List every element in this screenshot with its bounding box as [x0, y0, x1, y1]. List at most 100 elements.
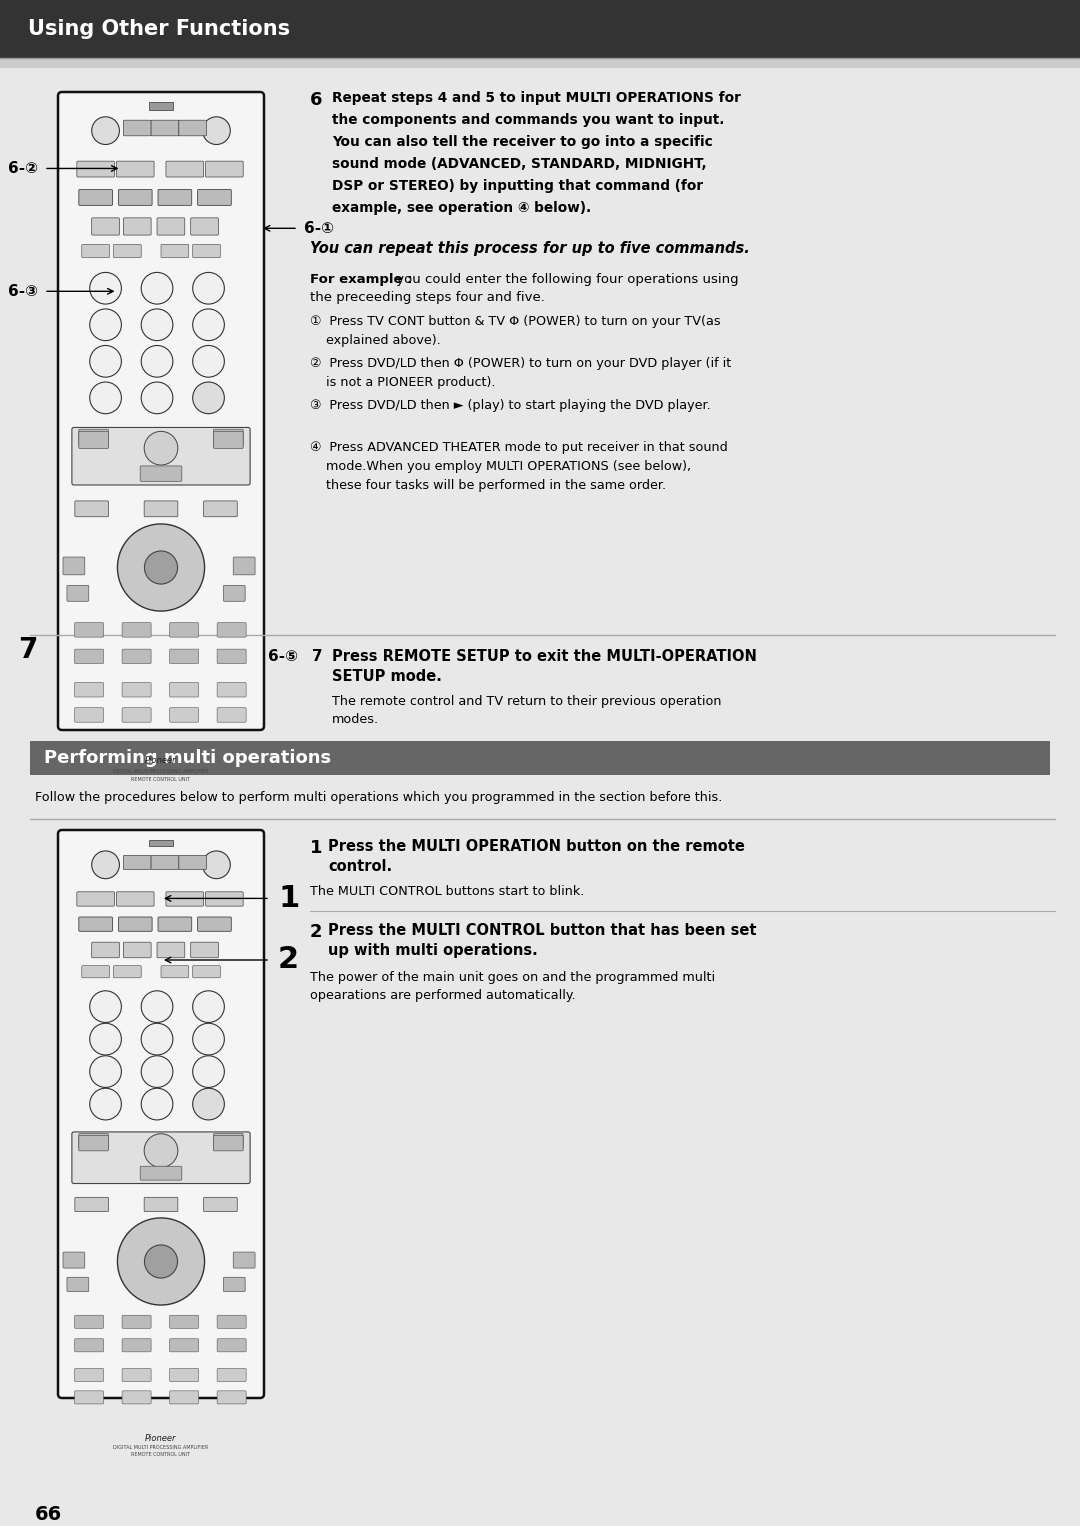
Circle shape: [192, 1088, 225, 1120]
Text: For example :: For example :: [310, 273, 413, 285]
Text: 6-⑤: 6-⑤: [268, 649, 298, 664]
Text: the preceeding steps four and five.: the preceeding steps four and five.: [310, 291, 545, 304]
FancyBboxPatch shape: [123, 856, 151, 870]
Circle shape: [192, 382, 225, 414]
FancyBboxPatch shape: [122, 1338, 151, 1352]
Text: Performing multi operations: Performing multi operations: [44, 749, 332, 768]
FancyBboxPatch shape: [179, 121, 206, 136]
FancyBboxPatch shape: [82, 966, 109, 978]
FancyBboxPatch shape: [75, 1315, 104, 1328]
Circle shape: [145, 1245, 177, 1279]
Circle shape: [145, 551, 177, 584]
Circle shape: [92, 118, 120, 145]
FancyBboxPatch shape: [75, 1338, 104, 1352]
Text: 7: 7: [312, 649, 323, 664]
Circle shape: [118, 1218, 204, 1305]
FancyBboxPatch shape: [203, 1198, 238, 1212]
FancyBboxPatch shape: [113, 244, 141, 258]
Text: 66: 66: [35, 1505, 63, 1524]
Circle shape: [90, 382, 121, 414]
Text: Press the MULTI CONTROL button that has been set: Press the MULTI CONTROL button that has …: [328, 923, 756, 938]
Circle shape: [141, 990, 173, 1022]
FancyBboxPatch shape: [217, 1338, 246, 1352]
FancyBboxPatch shape: [113, 966, 141, 978]
Text: example, see operation ④ below).: example, see operation ④ below).: [332, 201, 591, 215]
Text: Repeat steps 4 and 5 to input MULTI OPERATIONS for: Repeat steps 4 and 5 to input MULTI OPER…: [332, 92, 741, 105]
FancyBboxPatch shape: [79, 917, 112, 931]
Circle shape: [92, 852, 120, 879]
FancyBboxPatch shape: [122, 649, 151, 664]
FancyBboxPatch shape: [77, 891, 114, 906]
FancyBboxPatch shape: [157, 942, 185, 958]
Text: up with multi operations.: up with multi operations.: [328, 943, 538, 958]
FancyBboxPatch shape: [170, 1315, 199, 1328]
Text: Follow the procedures below to perform multi operations which you programmed in : Follow the procedures below to perform m…: [35, 790, 723, 804]
Text: You can repeat this process for up to five commands.: You can repeat this process for up to fi…: [310, 241, 750, 256]
Circle shape: [192, 1056, 225, 1088]
FancyBboxPatch shape: [92, 942, 120, 958]
Text: DIGITAL MULTI PROCESSING AMPLIFIER: DIGITAL MULTI PROCESSING AMPLIFIER: [113, 769, 208, 774]
FancyBboxPatch shape: [170, 1338, 199, 1352]
FancyBboxPatch shape: [122, 1390, 151, 1404]
FancyBboxPatch shape: [123, 121, 151, 136]
Circle shape: [90, 308, 121, 340]
Circle shape: [90, 1024, 121, 1054]
Text: The MULTI CONTROL buttons start to blink.: The MULTI CONTROL buttons start to blink…: [310, 885, 584, 897]
FancyBboxPatch shape: [170, 623, 199, 638]
FancyBboxPatch shape: [75, 1369, 104, 1381]
Text: 6-③: 6-③: [8, 284, 38, 299]
Text: Pioneer: Pioneer: [145, 755, 177, 765]
Text: you could enter the following four operations using: you could enter the following four opera…: [392, 273, 739, 285]
FancyBboxPatch shape: [75, 1390, 104, 1404]
Text: 6-②: 6-②: [8, 160, 38, 175]
Circle shape: [90, 990, 121, 1022]
FancyBboxPatch shape: [151, 121, 179, 136]
Text: Press REMOTE SETUP to exit the MULTI-OPERATION: Press REMOTE SETUP to exit the MULTI-OPE…: [332, 649, 757, 664]
FancyBboxPatch shape: [192, 966, 220, 978]
FancyBboxPatch shape: [75, 623, 104, 638]
FancyBboxPatch shape: [205, 162, 243, 177]
Bar: [149, 102, 173, 110]
Circle shape: [192, 308, 225, 340]
FancyBboxPatch shape: [63, 1251, 84, 1268]
Text: The power of the main unit goes on and the programmed multi: The power of the main unit goes on and t…: [310, 971, 715, 984]
Text: 6: 6: [310, 92, 323, 108]
FancyBboxPatch shape: [72, 1132, 251, 1184]
FancyBboxPatch shape: [140, 1166, 181, 1180]
FancyBboxPatch shape: [79, 1135, 108, 1151]
FancyBboxPatch shape: [122, 682, 151, 697]
FancyBboxPatch shape: [214, 429, 243, 446]
FancyBboxPatch shape: [233, 1251, 255, 1268]
FancyBboxPatch shape: [170, 1369, 199, 1381]
FancyBboxPatch shape: [233, 557, 255, 575]
Bar: [149, 839, 173, 847]
Text: Press the MULTI OPERATION button on the remote: Press the MULTI OPERATION button on the …: [328, 839, 745, 855]
FancyBboxPatch shape: [214, 1135, 243, 1151]
FancyBboxPatch shape: [217, 649, 246, 664]
Circle shape: [203, 118, 230, 145]
Text: sound mode (ADVANCED, STANDARD, MIDNIGHT,: sound mode (ADVANCED, STANDARD, MIDNIGHT…: [332, 157, 706, 171]
FancyBboxPatch shape: [191, 218, 218, 235]
FancyBboxPatch shape: [79, 189, 112, 206]
FancyBboxPatch shape: [166, 162, 203, 177]
FancyBboxPatch shape: [198, 917, 231, 931]
Circle shape: [144, 432, 178, 465]
FancyBboxPatch shape: [72, 427, 251, 485]
Circle shape: [192, 273, 225, 304]
Circle shape: [141, 1056, 173, 1088]
FancyBboxPatch shape: [122, 708, 151, 722]
FancyBboxPatch shape: [170, 1390, 199, 1404]
FancyBboxPatch shape: [192, 244, 220, 258]
FancyBboxPatch shape: [151, 856, 179, 870]
FancyBboxPatch shape: [58, 92, 264, 729]
Circle shape: [90, 273, 121, 304]
FancyBboxPatch shape: [166, 891, 203, 906]
Text: Using Other Functions: Using Other Functions: [28, 18, 291, 40]
FancyBboxPatch shape: [75, 682, 104, 697]
Circle shape: [141, 273, 173, 304]
FancyBboxPatch shape: [170, 649, 199, 664]
Circle shape: [141, 345, 173, 377]
Text: 1: 1: [310, 839, 323, 858]
Text: 1: 1: [278, 884, 299, 913]
FancyBboxPatch shape: [92, 218, 120, 235]
